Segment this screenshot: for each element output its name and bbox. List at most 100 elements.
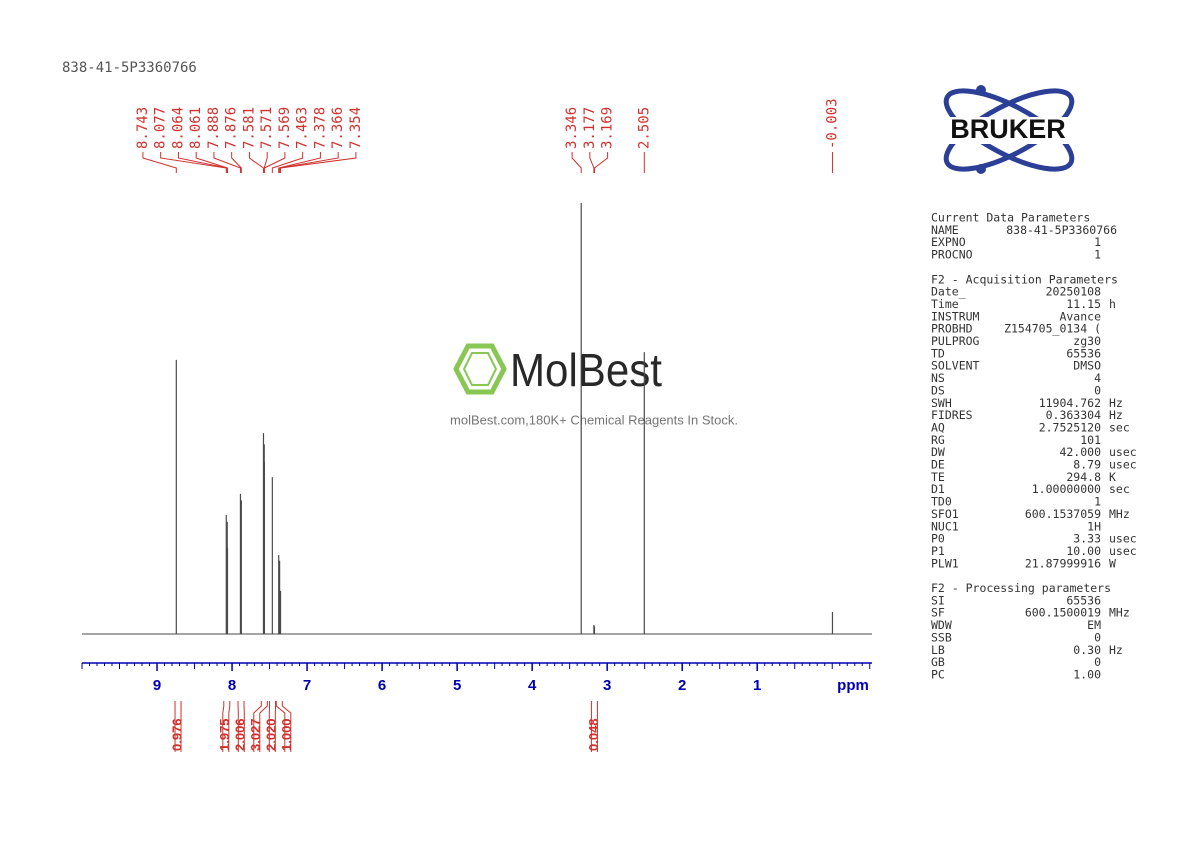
integral: 1.000 <box>275 701 294 752</box>
integral: 2.006 <box>233 701 248 752</box>
parameter-unit: usec <box>1109 532 1137 546</box>
parameter-value: 8.79 <box>1073 458 1101 472</box>
parameter-value: 600.1537059 <box>1025 507 1101 521</box>
integral-bracket <box>253 701 262 752</box>
parameter-value: 65536 <box>1066 593 1101 607</box>
parameter-value: 1 <box>1094 235 1101 249</box>
spectrum-title: 838-41-5P3360766 <box>62 60 197 76</box>
bruker-logo: BRUKER <box>924 85 1092 174</box>
x-tick-label: 7 <box>303 677 311 694</box>
parameter-value: 42.000 <box>1059 445 1101 459</box>
parameter-name: NS <box>931 371 945 385</box>
x-tick-label: 3 <box>603 677 611 694</box>
peak-leader <box>213 152 241 173</box>
parameter-group-title: F2 - Acquisition Parameters <box>931 272 1118 286</box>
integral: 3.027 <box>248 701 268 752</box>
peak-label: 8.064 <box>170 107 186 149</box>
parameter-name: DS <box>931 383 945 397</box>
parameter-value: 3.33 <box>1073 532 1101 546</box>
parameter-value: 1H <box>1087 519 1101 533</box>
x-tick-label: 8 <box>228 677 236 694</box>
peak-label: 7.876 <box>224 107 240 149</box>
integral-bracket <box>259 701 268 752</box>
parameter-unit: h <box>1109 297 1116 311</box>
parameter-value: EM <box>1087 618 1101 632</box>
integral-label: 1.975 <box>217 718 232 751</box>
parameter-name: PC <box>931 667 945 681</box>
parameter-value: 294.8 <box>1066 470 1101 484</box>
parameter-name: NUC1 <box>931 519 959 533</box>
parameter-name: RG <box>931 433 945 447</box>
parameter-name: PULPROG <box>931 334 980 348</box>
parameter-unit: usec <box>1109 458 1137 472</box>
parameter-value: 21.87999916 <box>1025 556 1101 570</box>
peak-leader <box>593 152 609 173</box>
parameter-unit: MHz <box>1109 507 1130 521</box>
parameter-value: 838-41-5P3360766 <box>1006 223 1117 237</box>
parameter-value: 1.00000000 <box>1032 482 1101 496</box>
parameter-value: 2.7525120 <box>1039 420 1101 434</box>
parameter-name: FIDRES <box>931 408 973 422</box>
watermark-brand: MolBest <box>510 344 662 396</box>
parameter-name: SOLVENT <box>931 359 980 373</box>
peak-leader <box>278 152 321 173</box>
parameter-name: DE <box>931 458 945 472</box>
peak-leader <box>160 152 227 173</box>
integral: 2.020 <box>264 701 279 752</box>
integral-label: 0.976 <box>169 718 184 751</box>
integral: 1.975 <box>217 701 232 752</box>
parameter-value: DMSO <box>1073 359 1101 373</box>
parameter-unit: MHz <box>1109 606 1130 620</box>
parameter-value: 4 <box>1094 371 1101 385</box>
peak-label: 3.177 <box>582 107 598 149</box>
parameter-name: SFO1 <box>931 507 959 521</box>
parameter-value: 20250108 <box>1046 285 1101 299</box>
peak-leader <box>177 152 228 173</box>
parameter-value: 1.00 <box>1073 667 1101 681</box>
parameter-name: TD0 <box>931 495 952 509</box>
watermark-tagline: molBest.com,180K+ Chemical Reagents In S… <box>450 412 738 427</box>
integral-label: 2.020 <box>264 718 279 751</box>
integral-label: 3.027 <box>248 718 263 751</box>
logo-text: BRUKER <box>950 114 1066 144</box>
parameter-value: zg30 <box>1073 334 1101 348</box>
peak-label: 7.581 <box>241 107 257 149</box>
parameter-unit: sec <box>1109 420 1130 434</box>
parameter-name: SSB <box>931 630 952 644</box>
x-tick-label: 1 <box>753 677 761 694</box>
parameter-name: INSTRUM <box>931 309 980 323</box>
parameter-unit: W <box>1109 556 1116 570</box>
parameter-name: AQ <box>931 420 945 434</box>
peak-leader <box>142 152 177 173</box>
peak-label: 7.366 <box>330 107 346 149</box>
peak-label: 8.061 <box>188 107 204 149</box>
parameter-name: P1 <box>931 544 945 558</box>
parameter-value: 101 <box>1080 433 1101 447</box>
parameter-unit: usec <box>1109 445 1137 459</box>
parameter-value: 0 <box>1094 383 1101 397</box>
parameter-value: 11904.762 <box>1039 396 1101 410</box>
peak-label: 7.463 <box>295 107 311 149</box>
parameter-name: D1 <box>931 482 945 496</box>
peak-leader <box>248 152 264 173</box>
parameter-name: SF <box>931 606 945 620</box>
integral-label: 0.048 <box>586 718 601 751</box>
x-tick-label: 5 <box>453 677 461 694</box>
peak-label: 8.743 <box>135 107 151 149</box>
x-tick-label: 4 <box>528 677 537 694</box>
peak-label: 7.571 <box>259 107 275 149</box>
parameter-name: TE <box>931 470 945 484</box>
parameter-name: NAME <box>931 223 959 237</box>
parameter-name: GB <box>931 655 945 669</box>
peak-label: -0.003 <box>824 98 840 149</box>
parameter-name: EXPNO <box>931 235 966 249</box>
peak-leader <box>571 152 582 173</box>
parameter-name: SI <box>931 593 945 607</box>
parameter-value: 65536 <box>1066 346 1101 360</box>
parameter-value: 1 <box>1094 248 1101 262</box>
parameter-name: PROCNO <box>931 248 973 262</box>
peak-label: 2.505 <box>636 107 652 149</box>
peak-leader <box>271 152 304 173</box>
peak-leader <box>263 152 286 173</box>
parameter-name: LB <box>931 643 945 657</box>
